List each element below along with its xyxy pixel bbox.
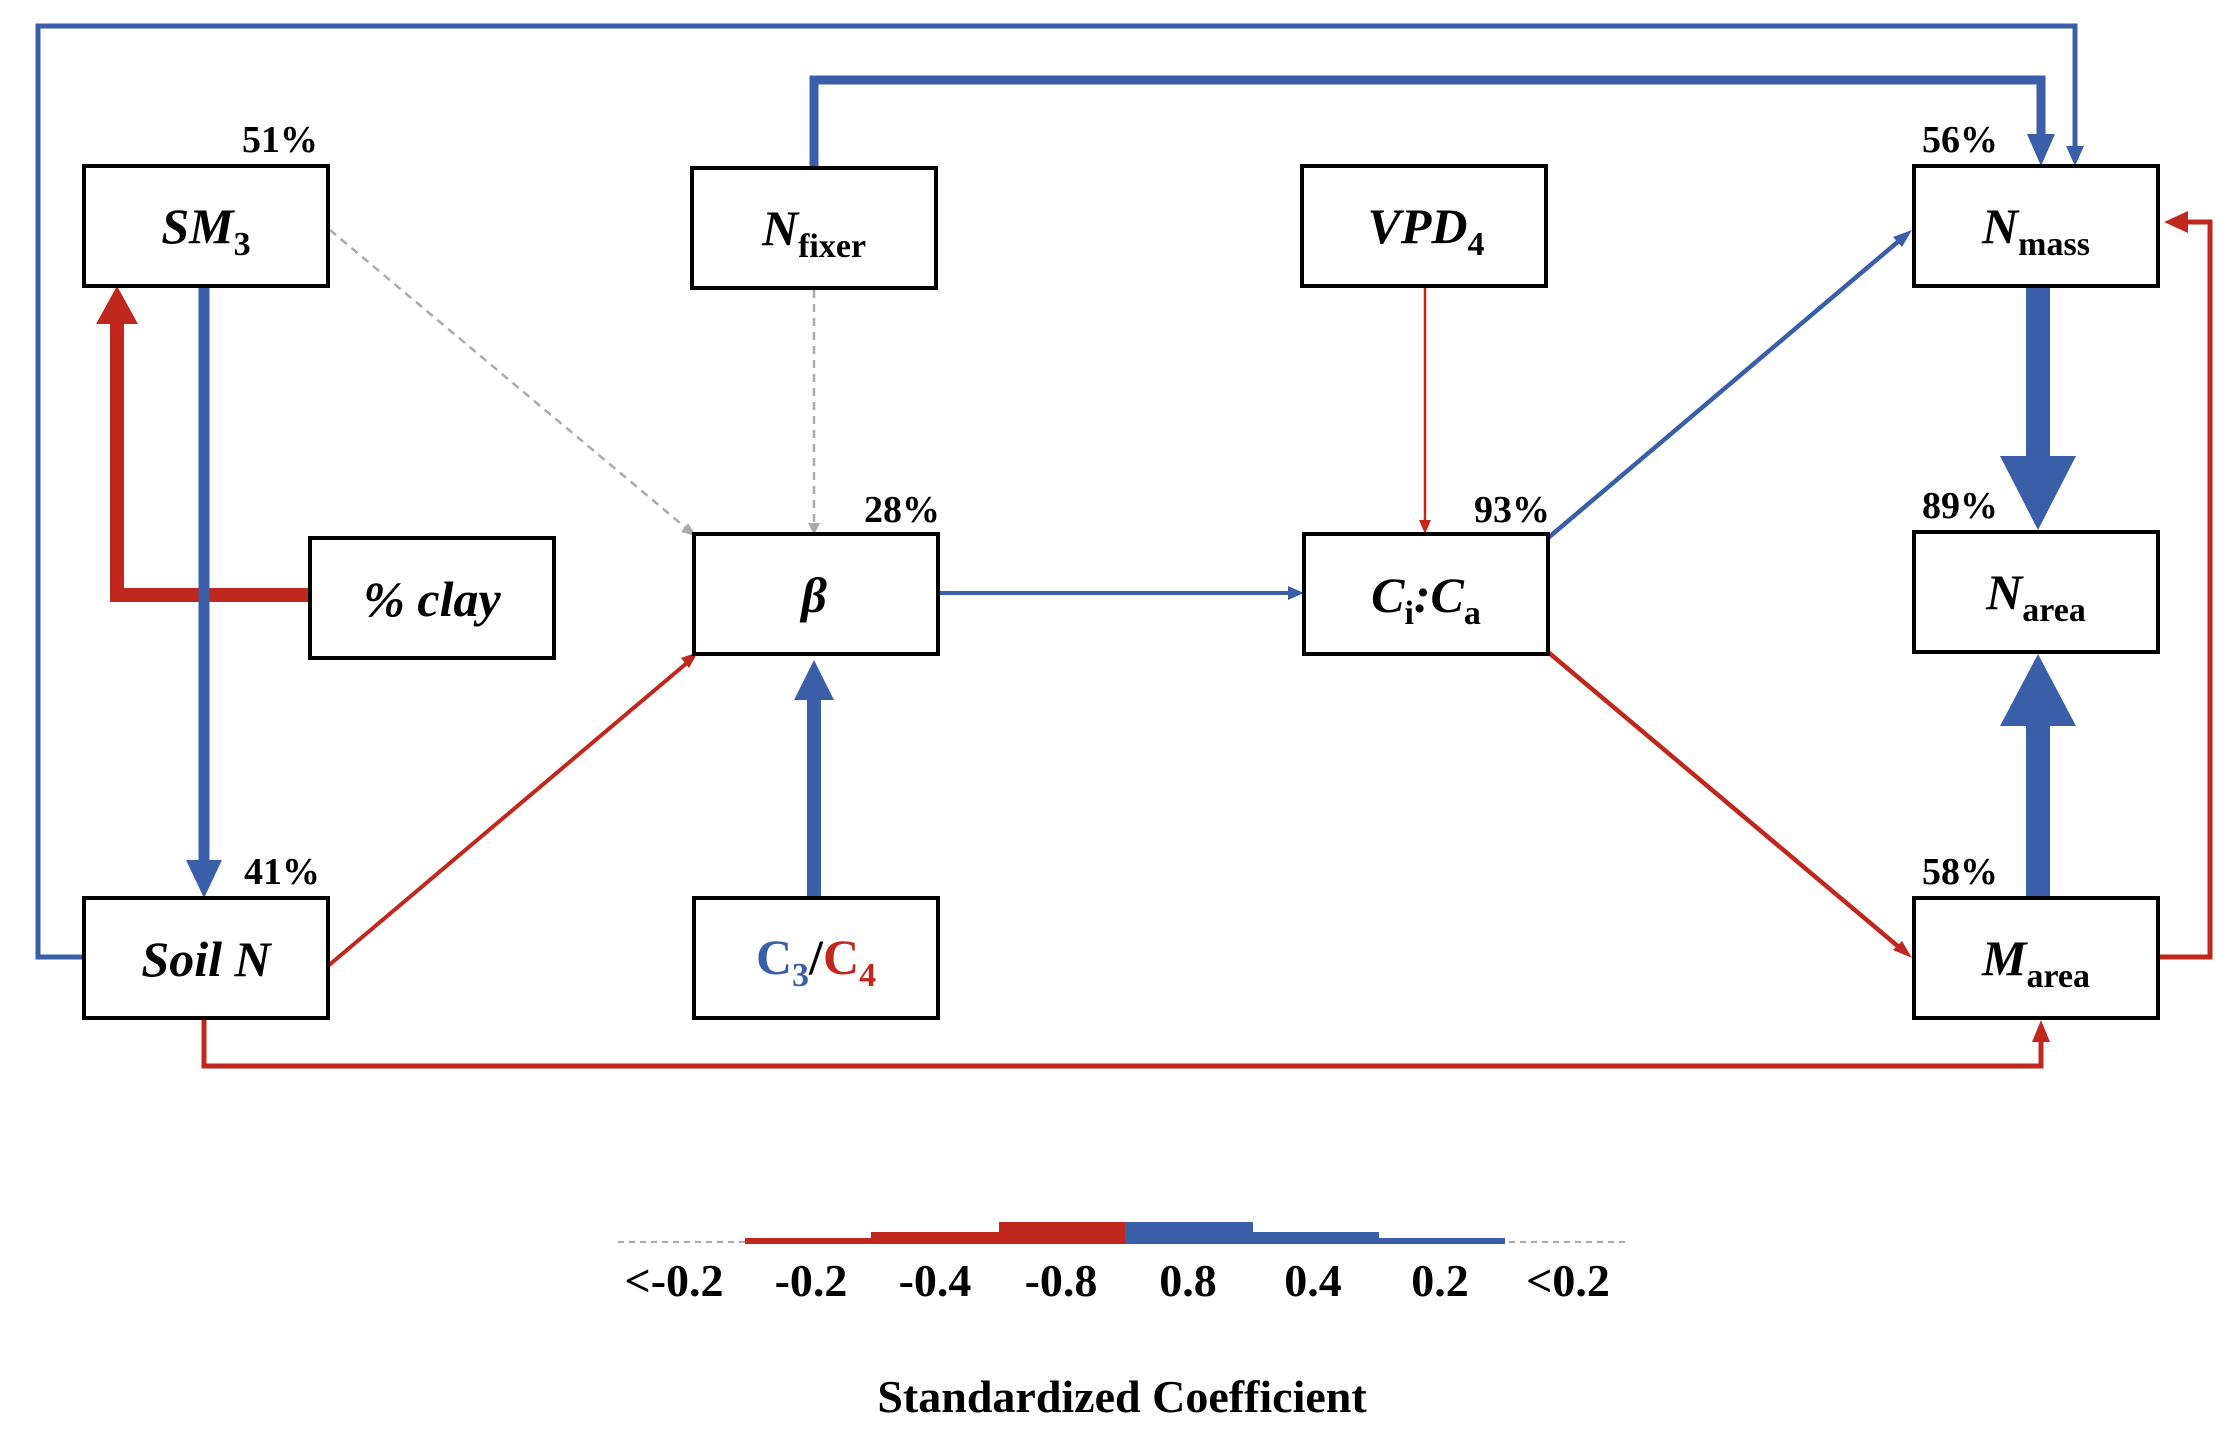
edge-soiln-to-beta bbox=[326, 652, 698, 968]
node-sm3-sub: 3 bbox=[234, 226, 251, 263]
svg-text:SM3: SM3 bbox=[161, 198, 250, 263]
node-nmass-sub: mass bbox=[2018, 226, 2090, 263]
node-clay-main: % clay bbox=[363, 571, 501, 627]
edge-vpd4-to-cica bbox=[1419, 286, 1431, 534]
edge-beta-to-cica bbox=[940, 586, 1304, 600]
edges bbox=[35, 23, 2213, 1069]
node-c3c4-slash: / bbox=[808, 929, 824, 985]
legend-bar-neg-0-8 bbox=[999, 1222, 1125, 1244]
legend-tick-lt-neg-0-2: <-0.2 bbox=[624, 1255, 723, 1306]
node-cica-sub: i bbox=[1404, 595, 1413, 632]
node-nfixer-sub: fixer bbox=[798, 228, 866, 265]
node-narea[interactable]: Narea 89% bbox=[1912, 485, 2160, 654]
svg-text:Nmass: Nmass bbox=[1981, 198, 2090, 263]
edge-sm3-to-soiln bbox=[186, 286, 222, 898]
node-marea-main: M bbox=[1981, 930, 2028, 986]
svg-text:Narea: Narea bbox=[1985, 564, 2086, 629]
node-c3c4-c3: C bbox=[756, 929, 792, 985]
legend-tick-lt-pos-0-2: <0.2 bbox=[1526, 1255, 1610, 1306]
legend-bar-pos-0-4 bbox=[1253, 1232, 1379, 1244]
node-marea-sub: area bbox=[2026, 958, 2090, 995]
nodes: SM3 51% Nfixer VPD4 Nmass 56% % clay β 2… bbox=[82, 119, 2160, 1020]
node-cica[interactable]: Ci:Ca 93% bbox=[1302, 489, 1550, 656]
legend-tick-neg-0-2: -0.2 bbox=[775, 1255, 848, 1306]
node-nmass[interactable]: Nmass 56% bbox=[1912, 119, 2160, 288]
node-sm3-main: SM bbox=[161, 198, 235, 254]
node-narea-main: N bbox=[1985, 564, 2024, 620]
legend-tick-pos-0-2: 0.2 bbox=[1411, 1255, 1469, 1306]
svg-text:Nfixer: Nfixer bbox=[761, 200, 866, 265]
legend-tick-neg-0-8: -0.8 bbox=[1025, 1255, 1098, 1306]
legend-tick-neg-0-4: -0.4 bbox=[899, 1255, 972, 1306]
legend: <-0.2 -0.2 -0.4 -0.8 0.8 0.4 0.2 <0.2 St… bbox=[618, 1222, 1630, 1422]
edge-c3c4-to-beta bbox=[794, 660, 834, 898]
node-sm3-r2: 51% bbox=[242, 119, 318, 161]
node-cica-main2: :C bbox=[1414, 567, 1465, 623]
node-soiln[interactable]: Soil N 41% bbox=[82, 851, 330, 1020]
node-vpd4[interactable]: VPD4 bbox=[1300, 164, 1548, 288]
node-beta-r2: 28% bbox=[864, 489, 940, 531]
node-narea-r2: 89% bbox=[1922, 485, 1998, 527]
node-soiln-r2: 41% bbox=[244, 851, 320, 893]
node-sm3[interactable]: SM3 51% bbox=[82, 119, 330, 288]
legend-tick-pos-0-4: 0.4 bbox=[1284, 1255, 1342, 1306]
edge-soiln-to-nmass bbox=[35, 23, 2084, 960]
node-nmass-r2: 56% bbox=[1922, 119, 1998, 161]
legend-bar-pos-0-8 bbox=[1125, 1222, 1253, 1244]
node-beta[interactable]: β 28% bbox=[692, 489, 940, 656]
legend-title: Standardized Coefficient bbox=[877, 1371, 1367, 1422]
legend-bar-neg-0-2 bbox=[745, 1238, 871, 1244]
node-clay[interactable]: % clay bbox=[308, 536, 556, 660]
node-cica-sub2: a bbox=[1464, 595, 1481, 632]
edge-sm3-to-beta bbox=[329, 229, 696, 536]
edge-cica-to-marea bbox=[1546, 650, 1912, 958]
edge-soiln-to-marea bbox=[201, 1017, 2050, 1069]
node-marea[interactable]: Marea 58% bbox=[1912, 851, 2160, 1020]
node-narea-sub: area bbox=[2022, 592, 2086, 629]
edge-clay-to-sm3 bbox=[96, 286, 308, 602]
svg-text:VPD4: VPD4 bbox=[1368, 198, 1485, 263]
node-nmass-main: N bbox=[1981, 198, 2020, 254]
node-c3c4-c3sub: 3 bbox=[792, 957, 809, 994]
node-nfixer[interactable]: Nfixer bbox=[690, 166, 938, 290]
node-c3c4-c4: C bbox=[823, 929, 859, 985]
node-cica-main: C bbox=[1371, 567, 1405, 623]
node-vpd4-main: VPD bbox=[1368, 198, 1468, 254]
edge-nmass-to-narea bbox=[2000, 286, 2076, 530]
node-c3c4-c4sub: 4 bbox=[859, 957, 876, 994]
edge-nfixer-to-beta bbox=[808, 290, 820, 535]
svg-text:Marea: Marea bbox=[1981, 930, 2090, 995]
legend-tick-pos-0-8: 0.8 bbox=[1159, 1255, 1217, 1306]
node-c3c4[interactable]: C3/C4 bbox=[692, 896, 940, 1020]
node-nfixer-main: N bbox=[761, 200, 800, 256]
edge-marea-to-narea bbox=[2000, 654, 2076, 898]
svg-text:Ci:Ca: Ci:Ca bbox=[1371, 567, 1481, 632]
node-vpd4-sub: 4 bbox=[1468, 226, 1485, 263]
edge-nfixer-to-nmass bbox=[809, 75, 2055, 168]
node-marea-r2: 58% bbox=[1922, 851, 1998, 893]
node-cica-r2: 93% bbox=[1474, 489, 1550, 531]
svg-text:C3/C4: C3/C4 bbox=[756, 929, 876, 994]
legend-bar-pos-0-2 bbox=[1379, 1238, 1505, 1244]
node-soiln-main: Soil N bbox=[141, 931, 272, 987]
edge-cica-to-nmass bbox=[1546, 230, 1912, 540]
legend-bar-neg-0-4 bbox=[871, 1232, 999, 1244]
node-beta-main: β bbox=[799, 567, 827, 623]
